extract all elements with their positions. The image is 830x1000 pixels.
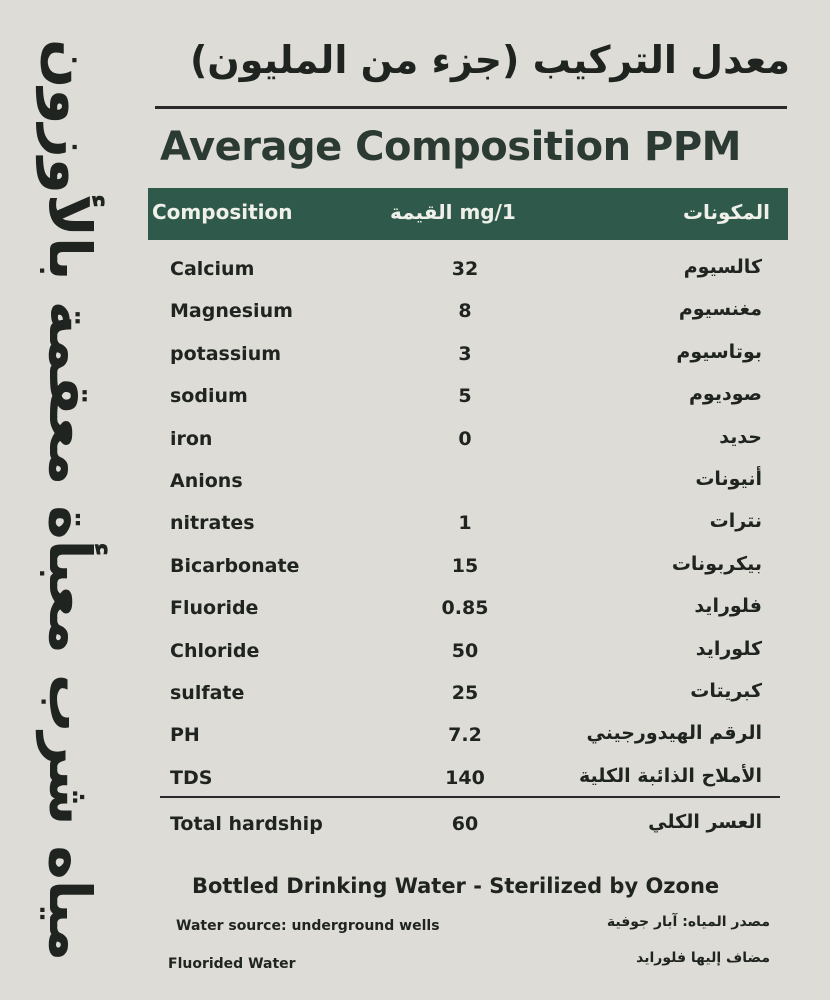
row-value: 50	[451, 639, 479, 662]
row-value: 32	[451, 258, 479, 280]
row-name: nitrates	[170, 512, 255, 535]
tagline: Bottled Drinking Water - Sterilized by O…	[192, 874, 720, 898]
row-arabic: الأملاح الذائبة الكلية	[578, 764, 762, 787]
row-arabic: الرقم الهيدورجيني	[586, 722, 762, 745]
row-arabic: نترات	[709, 510, 762, 533]
row-arabic: فلورايد	[694, 595, 762, 618]
source: Water source: underground wells	[176, 918, 440, 934]
column-header: Composition	[152, 200, 293, 224]
row-arabic: حديد	[719, 425, 762, 448]
row-value: 60	[451, 813, 479, 836]
row-name: Chloride	[170, 639, 260, 662]
row-value: 0	[458, 427, 472, 450]
row-name: Calcium	[170, 258, 255, 280]
row-name: Fluoride	[170, 597, 259, 620]
column-header: المكونات	[682, 200, 770, 224]
row-name: iron	[170, 427, 213, 450]
row-name: potassium	[170, 342, 282, 365]
row-value: 15	[451, 554, 479, 577]
rule	[160, 796, 780, 798]
row-name: Bicarbonate	[170, 554, 300, 577]
fluorided: Fluorided Water	[168, 956, 296, 972]
row-value: 5	[458, 385, 472, 408]
row-name: Magnesium	[170, 300, 293, 323]
title: Average Composition PPM	[160, 124, 741, 170]
row-name: Anions	[170, 470, 243, 492]
row-name: sodium	[170, 385, 248, 408]
row-name: Total hardship	[170, 813, 323, 836]
row-arabic: صوديوم	[689, 383, 762, 406]
row-value: 8	[458, 300, 472, 323]
row-value: 0.85	[441, 597, 489, 620]
row-arabic: مغنسيوم	[678, 298, 762, 321]
row-arabic: بيكربونات	[671, 552, 762, 575]
row-value: 140	[445, 766, 485, 789]
row-value: 3	[458, 342, 472, 365]
row-name: TDS	[170, 766, 213, 789]
row-arabic: كالسيوم	[683, 256, 762, 278]
row-arabic: العسر الكلي	[648, 811, 762, 834]
row-value: 1	[458, 512, 472, 535]
row-name: sulfate	[170, 682, 245, 704]
fluorided-arabic: مضاف إليها فلورايد	[636, 950, 770, 966]
column-header: mg/1 القيمة	[390, 200, 516, 224]
header-bar	[148, 188, 788, 240]
row-arabic: كلورايد	[695, 637, 762, 660]
row-name: PH	[170, 724, 200, 747]
row-value: 7.2	[448, 724, 482, 747]
row-arabic: أنيونات	[695, 468, 762, 490]
side-text: مياه شرب معبأة معقمة بالأوزون	[36, 38, 104, 962]
row-arabic: بوتاسيوم	[676, 340, 762, 363]
row-value: 25	[451, 682, 479, 704]
row-arabic: كبريتات	[690, 680, 762, 702]
arabic-title: معدل التركيب (جزء من المليون)	[189, 38, 790, 82]
source-arabic: مصدر المياه: آبار جوفية	[606, 914, 770, 930]
rule	[155, 106, 787, 109]
